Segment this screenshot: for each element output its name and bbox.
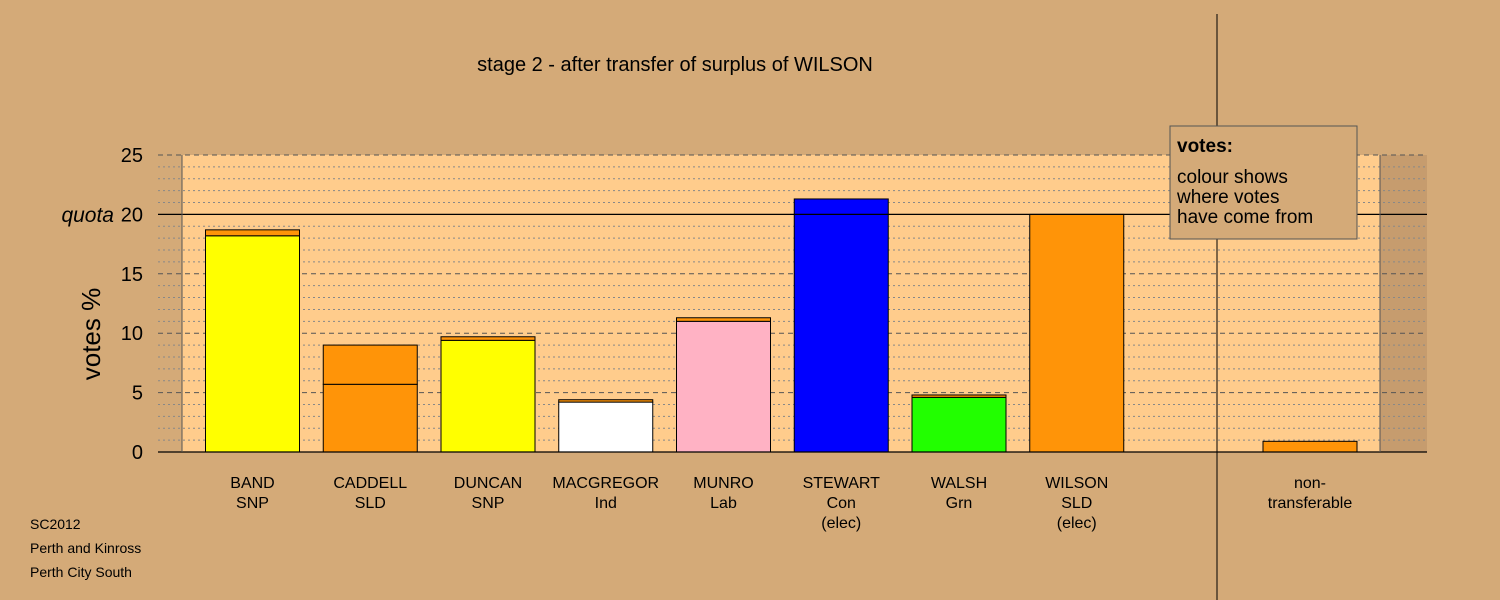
nontransferable-bar [1262, 440, 1358, 453]
y-tick-label: 0 [132, 442, 143, 464]
chart-title: stage 2 - after transfer of surplus of W… [477, 54, 873, 76]
bar-segment [1029, 213, 1125, 453]
x-tick-label: (elec) [1057, 515, 1097, 532]
x-tick-label: Lab [710, 495, 737, 512]
legend-box: votes: colour shows where votes have com… [1169, 125, 1358, 240]
legend-line-2: where votes [1176, 187, 1279, 208]
x-tick-label: Grn [946, 495, 973, 512]
x-tick-label: SNP [236, 495, 269, 512]
x-tick-label: MUNRO [693, 475, 753, 492]
x-tick-label: CADDELL [333, 475, 407, 492]
footer-year: SC2012 [30, 516, 81, 532]
bar-segment [676, 320, 771, 453]
bar-segment [440, 336, 536, 341]
legend-line-1: colour shows [1177, 167, 1288, 188]
x-tick-label: (elec) [821, 515, 861, 532]
bar-segment [676, 317, 771, 322]
legend-title: votes: [1177, 136, 1233, 157]
bar-segment [911, 394, 1007, 398]
x-tick-label: MACGREGOR [552, 475, 659, 492]
y-axis-ticks: 0 5 10 15 20 25 [121, 145, 143, 464]
y-axis-label: votes % [76, 288, 106, 381]
x-tick-label: DUNCAN [454, 475, 522, 492]
bar-segment [793, 198, 889, 453]
x-tick-label: Ind [595, 495, 617, 512]
x-tick-label: transferable [1268, 495, 1353, 512]
footer-ward: Perth City South [30, 564, 132, 580]
bar-segment [205, 229, 300, 237]
x-axis-labels: BAND SNP CADDELL SLD DUNCAN SNP MACGREGOR Ind MU… [230, 475, 1352, 532]
bar-segment [911, 396, 1007, 453]
bar-segment [558, 399, 654, 403]
bar-segment [322, 383, 418, 453]
side-panel [1380, 155, 1427, 452]
bars [205, 198, 1358, 453]
x-tick-label: STEWART [803, 475, 881, 492]
x-tick-label: Con [827, 495, 856, 512]
y-tick-label: 5 [132, 383, 143, 405]
x-tick-label: SLD [1061, 495, 1092, 512]
bar-segment [440, 339, 536, 453]
x-tick-label: BAND [230, 475, 274, 492]
bar-segment [322, 344, 418, 385]
footer-council: Perth and Kinross [30, 540, 142, 556]
x-tick-label: non- [1294, 475, 1326, 492]
y-tick-label: 15 [121, 264, 143, 286]
y-tick-label: 10 [121, 323, 143, 345]
x-tick-label: WALSH [931, 475, 987, 492]
y-tick-label: 25 [121, 145, 143, 167]
x-tick-label: SLD [355, 495, 386, 512]
quota-label: quota [61, 204, 114, 227]
bar-segment [205, 235, 300, 453]
x-tick-label: WILSON [1045, 475, 1108, 492]
x-tick-label: SNP [472, 495, 505, 512]
legend-line-3: have come from [1177, 207, 1313, 228]
y-tick-label: 20 [121, 204, 143, 226]
bar-segment [558, 401, 654, 453]
